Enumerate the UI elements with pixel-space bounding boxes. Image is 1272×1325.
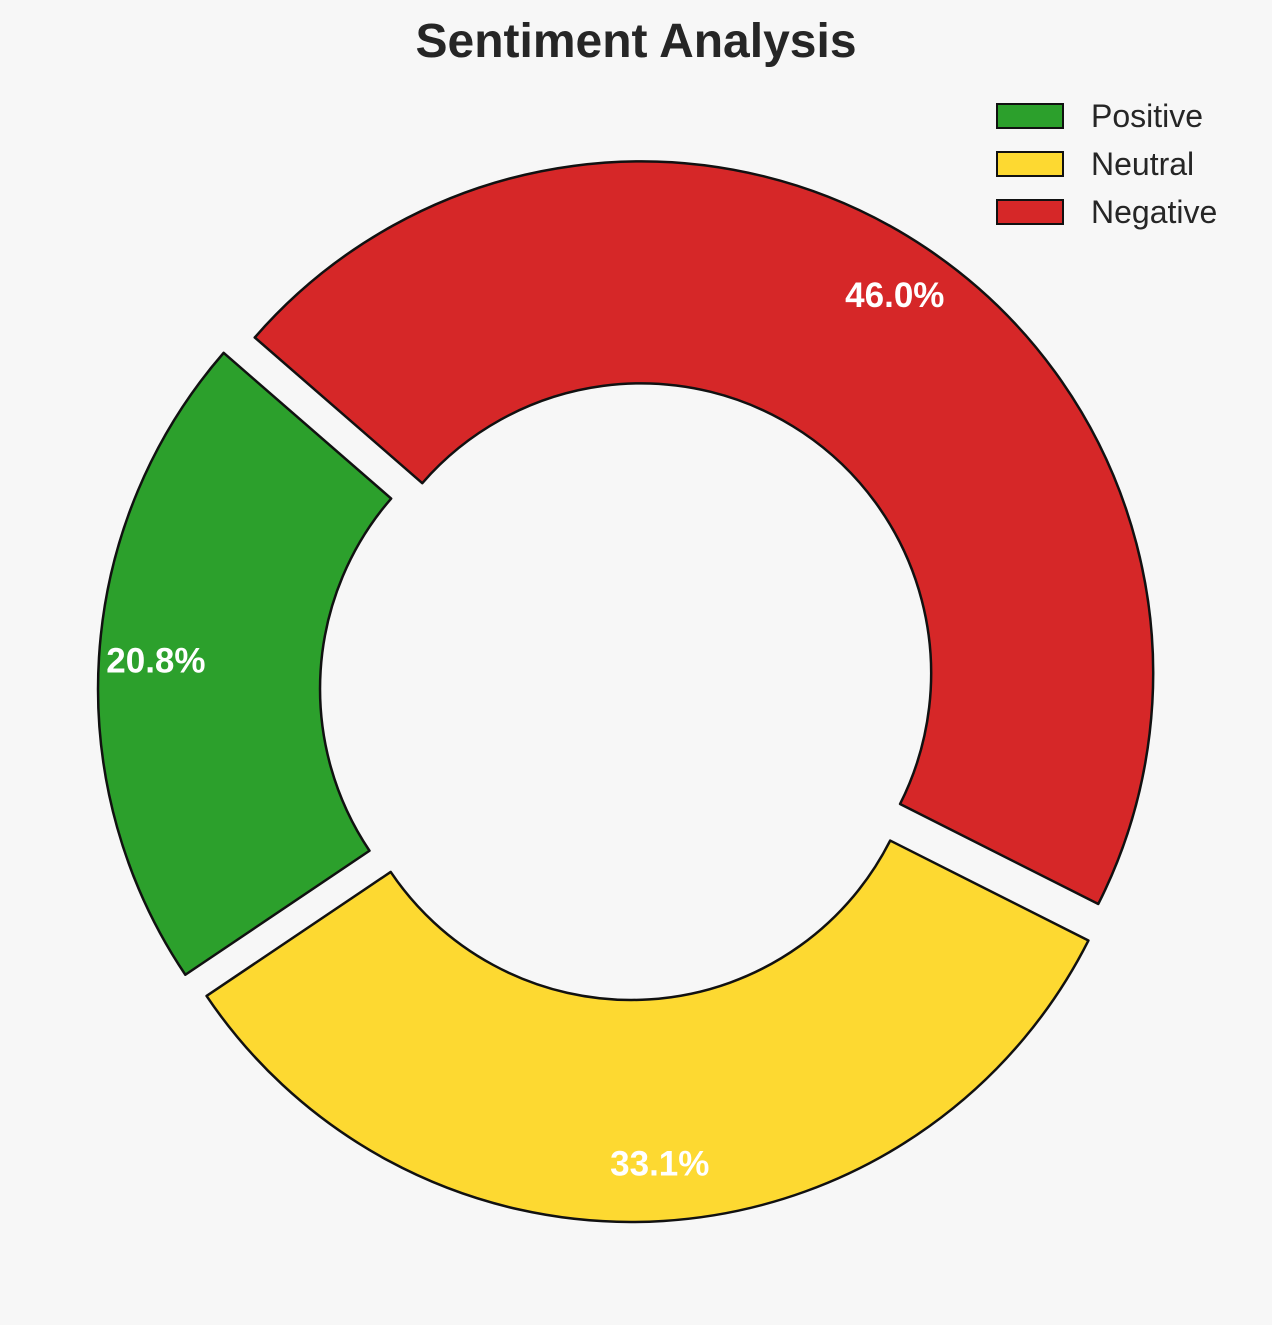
slice-label-negative: 46.0% — [845, 276, 944, 315]
legend-label-positive: Positive — [1091, 98, 1203, 134]
slice-label-positive: 20.8% — [106, 641, 205, 680]
donut-slices — [96, 160, 1155, 1224]
legend: Positive Neutral Negative — [996, 98, 1217, 230]
legend-swatch-negative — [996, 199, 1064, 225]
slice-labels: 20.8% 33.1% 46.0% — [106, 276, 944, 1183]
slice-label-neutral: 33.1% — [610, 1145, 709, 1184]
chart-title: Sentiment Analysis — [415, 15, 856, 68]
donut-slice-neutral — [205, 839, 1090, 1224]
legend-label-neutral: Neutral — [1091, 146, 1194, 182]
legend-swatch-positive — [996, 103, 1064, 129]
legend-label-negative: Negative — [1091, 194, 1217, 230]
donut-slice-positive — [96, 351, 393, 976]
donut-slice-negative — [253, 160, 1155, 906]
legend-swatch-neutral — [996, 151, 1064, 177]
